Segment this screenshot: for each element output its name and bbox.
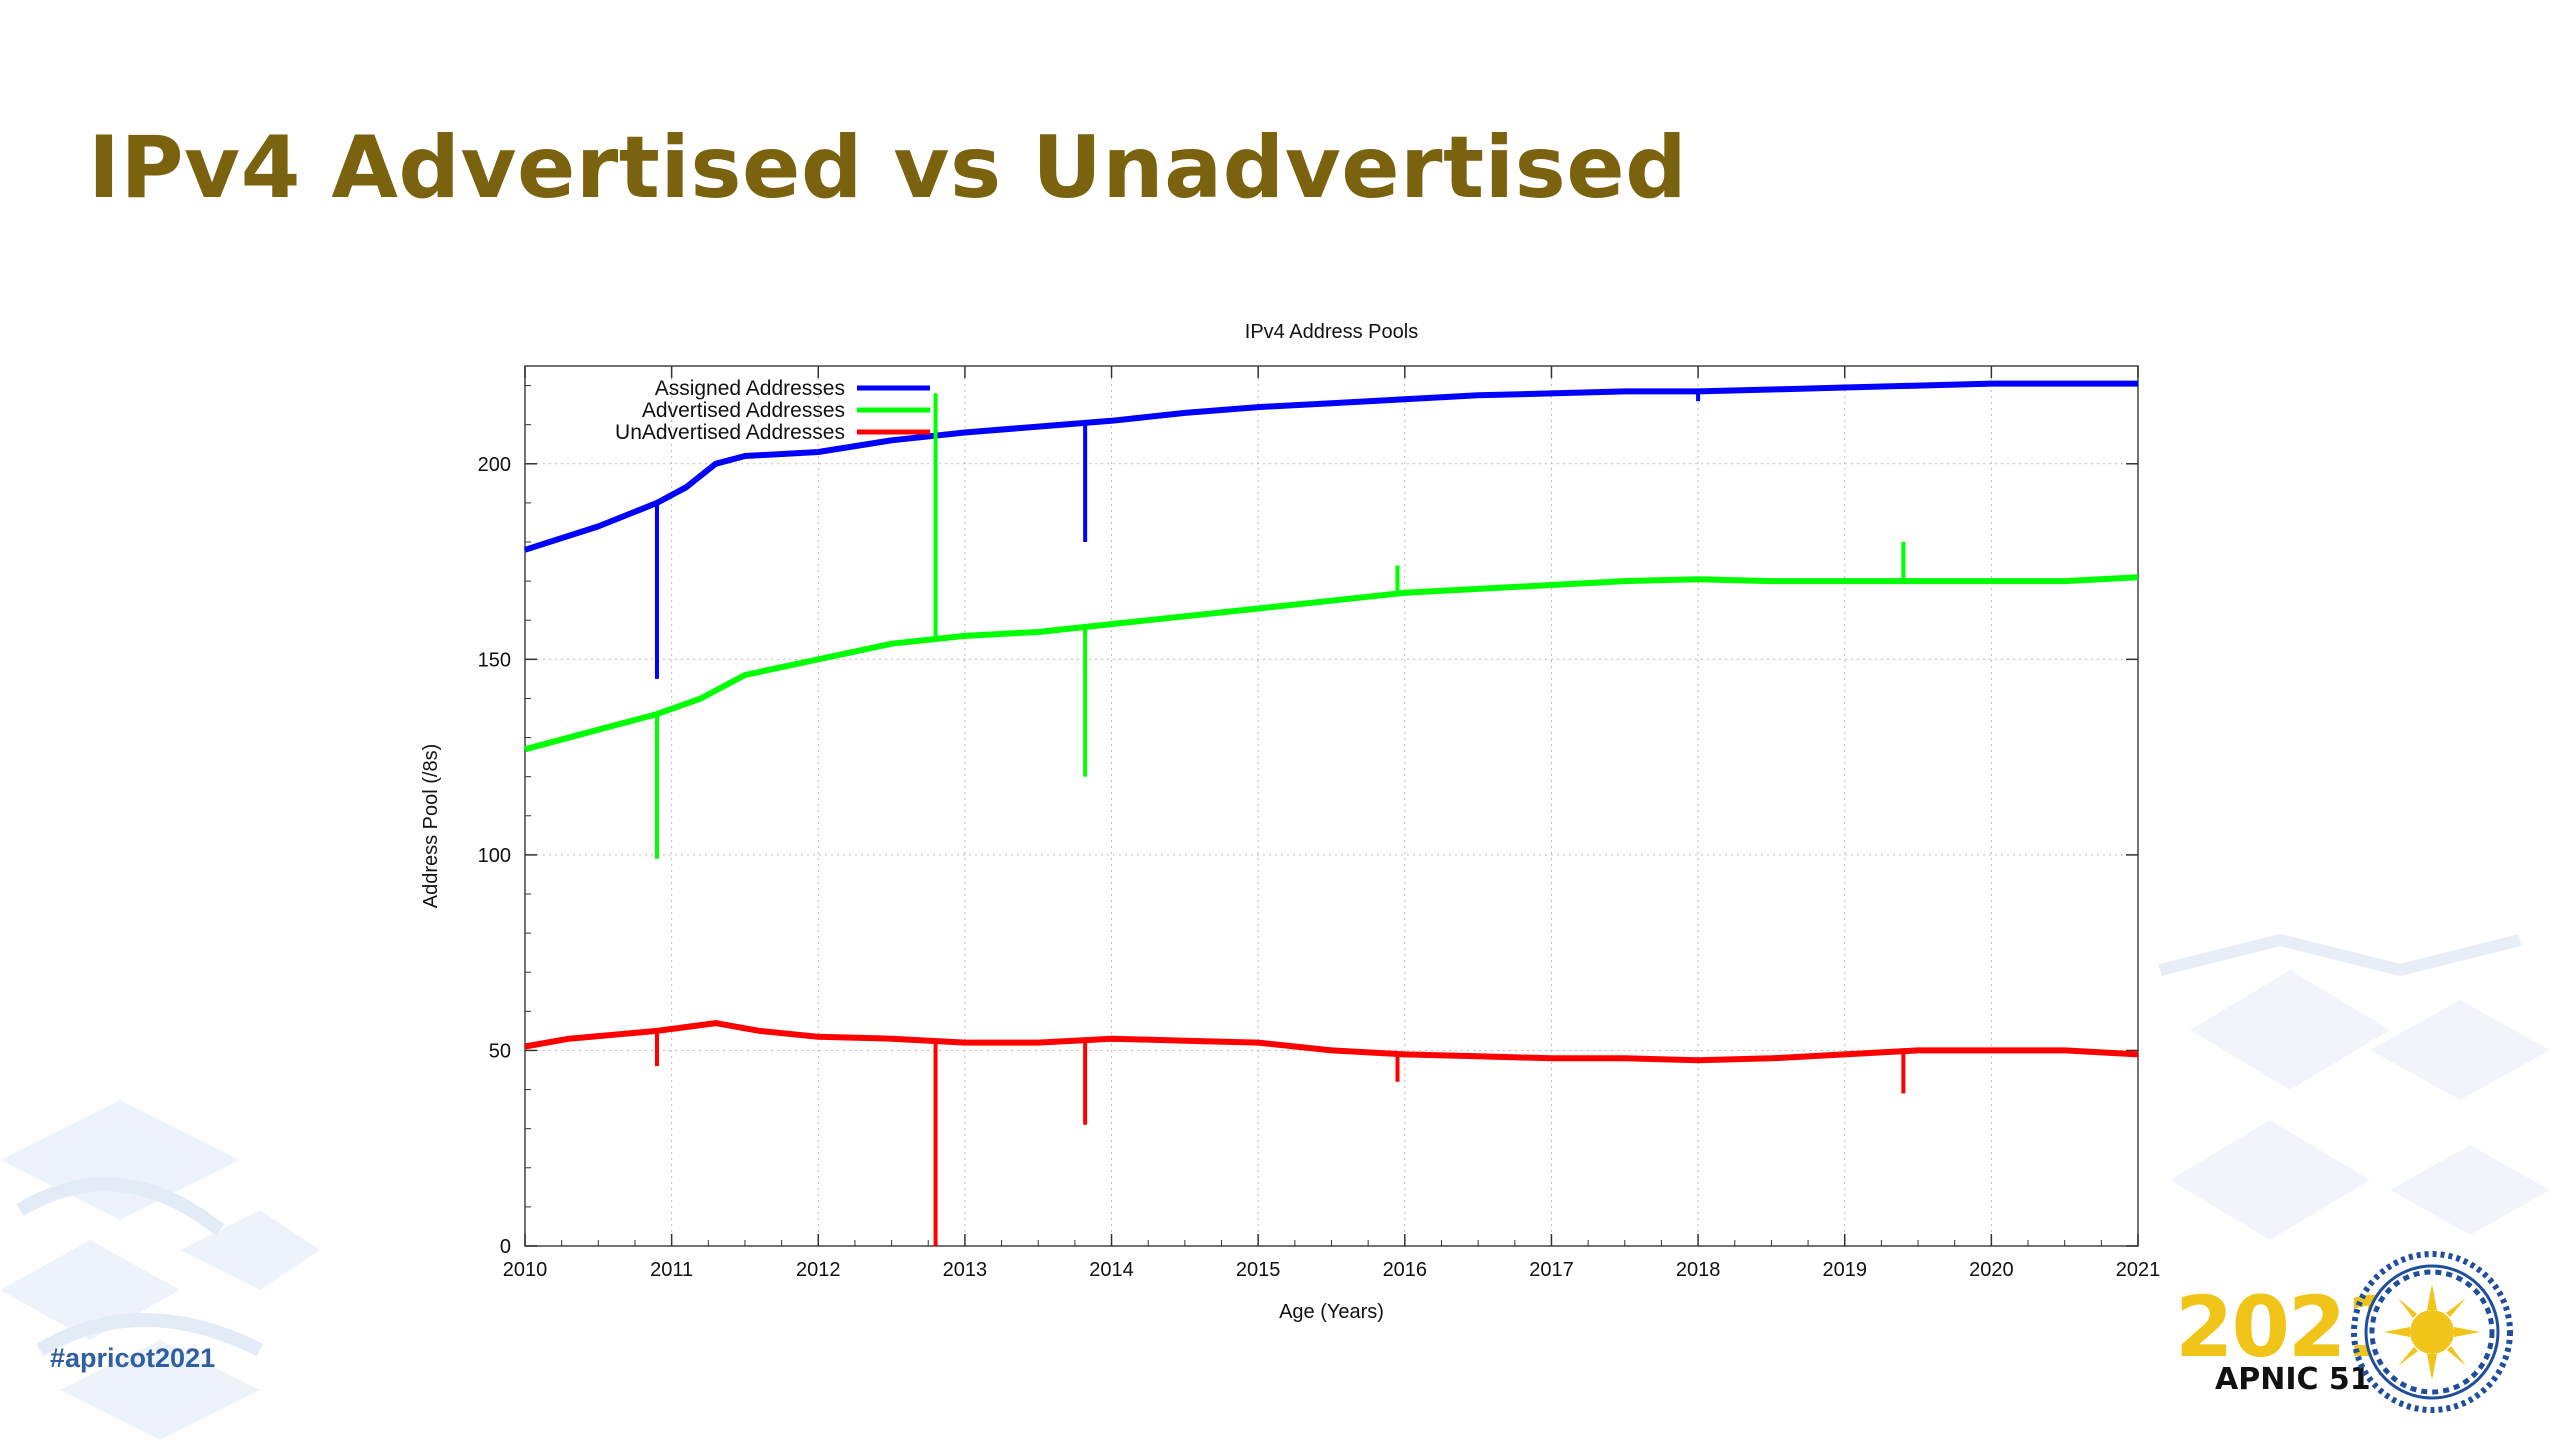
legend-label: Advertised Addresses [642,399,845,422]
series-line-1 [524,574,2139,753]
plot-frame [524,365,2139,1247]
x-tick-label: 2010 [503,1259,548,1281]
decorative-pattern-right [2158,933,2550,1240]
x-tick-label: 2011 [650,1259,693,1281]
x-tick-label: 2014 [1089,1259,1134,1281]
x-tick-label: 2021 [2116,1259,2161,1281]
x-tick-label: 2019 [1822,1259,1867,1281]
chart: IPv4 Address Pools 0 50 100 150 200 2010 2011 20… [420,321,2161,1323]
legend-label: Assigned Addresses [655,377,845,400]
series-line-0 [524,380,2138,553]
decorative-pattern-left [0,1100,320,1440]
y-axis-label: Address Pool (/8s) [420,744,442,909]
series-line-2 [524,1020,2139,1064]
sun-emblem-icon [2351,1251,2513,1413]
chart-title: IPv4 Address Pools [1245,321,1418,343]
y-tick-label: 200 [478,454,511,476]
logo-org: APNIC 51 [2215,1362,2371,1397]
y-tick-label: 150 [478,649,511,671]
y-tick-label: 50 [489,1040,511,1062]
x-tick-label: 2016 [1383,1259,1428,1281]
y-tick-label: 100 [478,845,511,867]
legend-label: UnAdvertised Addresses [615,421,845,444]
x-tick-label: 2013 [943,1259,988,1281]
x-tick-label: 2015 [1236,1259,1281,1281]
x-tick-label: 2018 [1676,1259,1721,1281]
hashtag-label: #apricot2021 [50,1343,216,1373]
apnic51-logo: 2021 APNIC 51 [2175,1250,2515,1430]
x-tick-label: 2020 [1969,1259,2014,1281]
x-tick-label: 2017 [1529,1259,1574,1281]
x-axis-label: Age (Years) [1279,1301,1384,1323]
x-tick-label: 2012 [796,1259,841,1281]
y-tick-label: 0 [500,1236,511,1258]
slide-title: IPv4 Advertised vs Unadvertised [88,118,1688,218]
